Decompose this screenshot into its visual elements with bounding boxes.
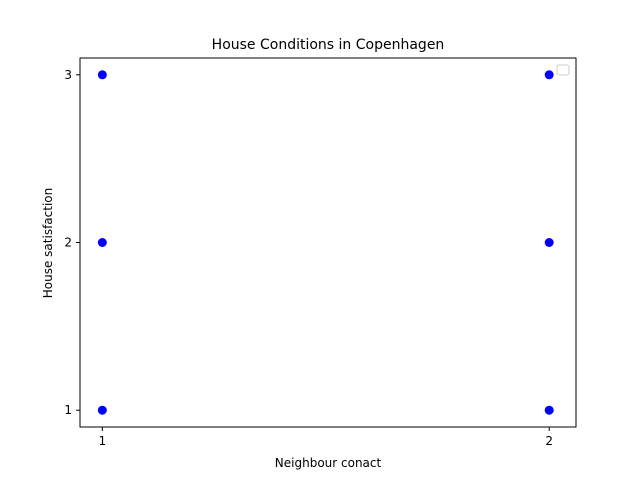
axes: 1 2 1 2 3 [64,68,553,448]
x-tick-label: 1 [99,434,107,448]
x-axis-label: Neighbour conact [275,456,382,470]
data-point [97,405,107,415]
y-tick-label: 2 [64,236,72,250]
x-tick-label: 2 [545,434,553,448]
plot-frame [79,57,577,428]
legend-box [556,64,570,76]
data-point [544,70,554,80]
data-point [97,238,107,247]
y-tick-label: 1 [64,403,72,417]
data-point [97,70,107,80]
data-points [97,70,554,415]
y-tick-label: 3 [64,68,72,82]
chart-title: House Conditions in Copenhagen [212,37,445,53]
y-axis-label: House satisfaction [41,188,55,298]
data-point [544,238,554,247]
data-point [544,405,554,415]
